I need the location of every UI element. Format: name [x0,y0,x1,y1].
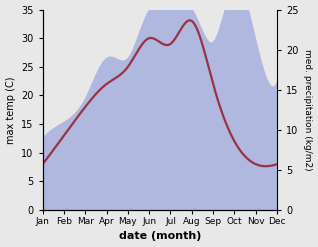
Y-axis label: med. precipitation (kg/m2): med. precipitation (kg/m2) [303,49,313,171]
X-axis label: date (month): date (month) [119,231,201,242]
Y-axis label: max temp (C): max temp (C) [5,76,16,144]
